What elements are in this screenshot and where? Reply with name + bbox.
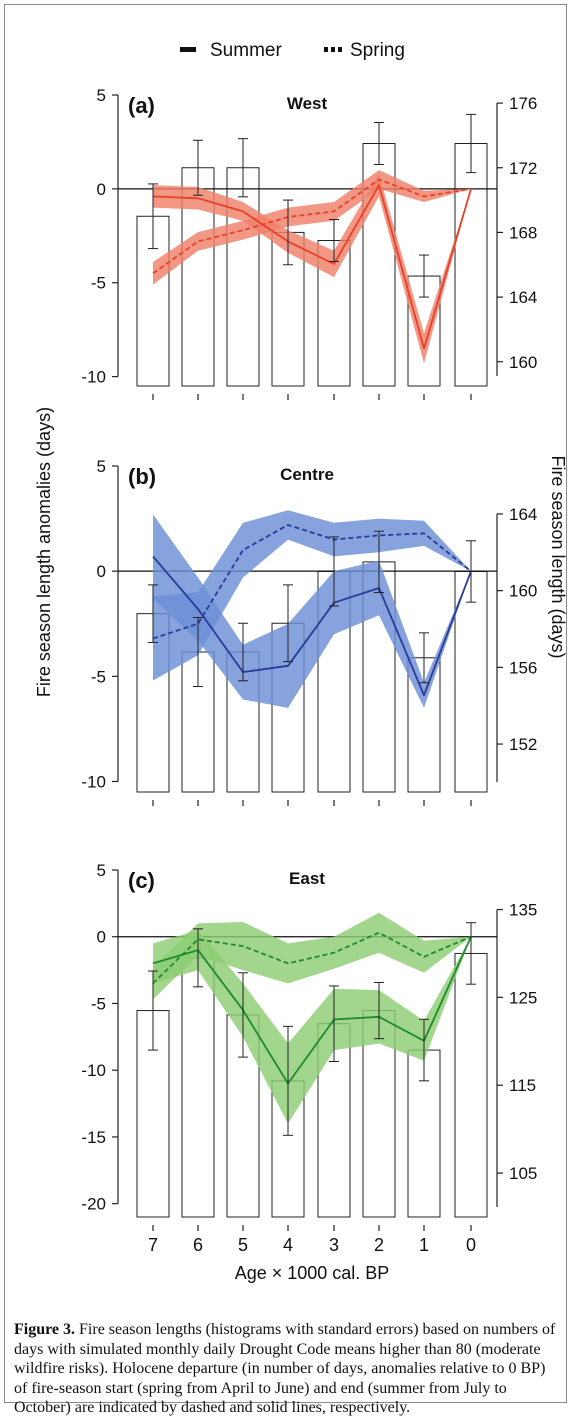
east-left-tick-label: -5 (91, 994, 106, 1013)
legend-summer-swatch (180, 47, 196, 52)
centre-left-tick-label: 5 (97, 457, 106, 476)
centre-left-tick-label: 0 (97, 562, 106, 581)
centre-right-tick-label: 152 (509, 735, 537, 754)
centre-left-tick-label: -10 (81, 772, 106, 791)
centre-summer-line (152, 555, 472, 697)
right-axis-label: Fire season length (days) (548, 455, 568, 658)
west-summer-band (153, 173, 471, 364)
centre-summer-band (153, 514, 471, 708)
x-tick-label: 4 (283, 1235, 293, 1255)
x-tick-label: 5 (238, 1235, 248, 1255)
west-right-tick-label: 160 (509, 353, 537, 372)
centre-left-tick-label: -5 (91, 667, 106, 686)
panel-east: 5 0 -5 -10 -15 -20 135 125 115 105 (c) East 7 6 5 4 3 2 1 0 (81, 861, 537, 1255)
west-left-tick-label: 0 (97, 180, 106, 199)
x-axis-label: Age × 1000 cal. BP (235, 1263, 390, 1283)
legend-summer-label: Summer (210, 40, 282, 61)
east-left-tick-label: 5 (97, 861, 106, 880)
east-right-tick-label: 125 (509, 988, 537, 1007)
west-left-tick-label: -5 (91, 274, 106, 293)
centre-title: Centre (280, 465, 334, 484)
centre-bar (454, 570, 488, 793)
west-spring-line (152, 178, 472, 275)
x-tick-label: 0 (466, 1235, 476, 1255)
west-left-tick-label: -10 (81, 368, 106, 387)
centre-panel-label: (b) (128, 464, 156, 489)
east-title: East (289, 869, 325, 888)
east-left-tick-label: 0 (97, 928, 106, 947)
east-left-tick-label: -20 (81, 1195, 106, 1214)
caption-text: Fire season lengths (histograms with sta… (14, 1321, 556, 1416)
panel-centre: 5 0 -5 -10 164 160 156 152 (b) Centre (81, 457, 537, 806)
panel-west: 5 0 -5 -10 176 172 168 164 160 (a) West (81, 86, 537, 400)
x-tick-label: 2 (374, 1235, 384, 1255)
west-right-tick-label: 164 (509, 288, 537, 307)
west-right-tick-label: 172 (509, 159, 537, 178)
east-spring-band (153, 912, 471, 1000)
centre-right-tick-label: 164 (509, 505, 537, 524)
east-bar (181, 957, 215, 1218)
x-tick-label: 7 (148, 1235, 158, 1255)
east-left-tick-label: -10 (81, 1061, 106, 1080)
centre-right-tick-label: 156 (509, 658, 537, 677)
west-left-tick-label: 5 (97, 86, 106, 105)
west-bar (454, 143, 488, 387)
left-axis-label: Fire season length anomalies (days) (34, 407, 54, 697)
east-panel-label: (c) (128, 868, 155, 893)
east-spring-line (152, 931, 472, 985)
west-summer-line (152, 184, 472, 350)
east-bar (454, 952, 488, 1218)
west-panel-label: (a) (128, 93, 155, 118)
x-tick-label: 1 (419, 1235, 429, 1255)
legend-spring-swatch (324, 47, 342, 52)
east-summer-band (153, 930, 471, 1124)
east-right-tick-label: 135 (509, 901, 537, 920)
west-right-tick-label: 176 (509, 94, 537, 113)
west-title: West (287, 94, 328, 113)
caption-figure-label: Figure 3. (14, 1321, 76, 1338)
x-tick-label: 3 (329, 1235, 339, 1255)
centre-right-tick-label: 160 (509, 582, 537, 601)
centre-spring-line (152, 524, 472, 640)
x-tick-label: 6 (193, 1235, 203, 1255)
legend-spring-label: Spring (350, 40, 405, 61)
centre-spring-band (153, 510, 471, 681)
east-left-tick-label: -15 (81, 1128, 106, 1147)
west-right-tick-label: 168 (509, 223, 537, 242)
east-right-tick-label: 115 (509, 1076, 536, 1095)
legend: Summer Spring (180, 40, 405, 61)
figure-caption: Figure 3. Fire season lengths (histogram… (14, 1320, 562, 1418)
east-summer-line (152, 936, 472, 1085)
east-right-tick-label: 105 (509, 1164, 537, 1183)
